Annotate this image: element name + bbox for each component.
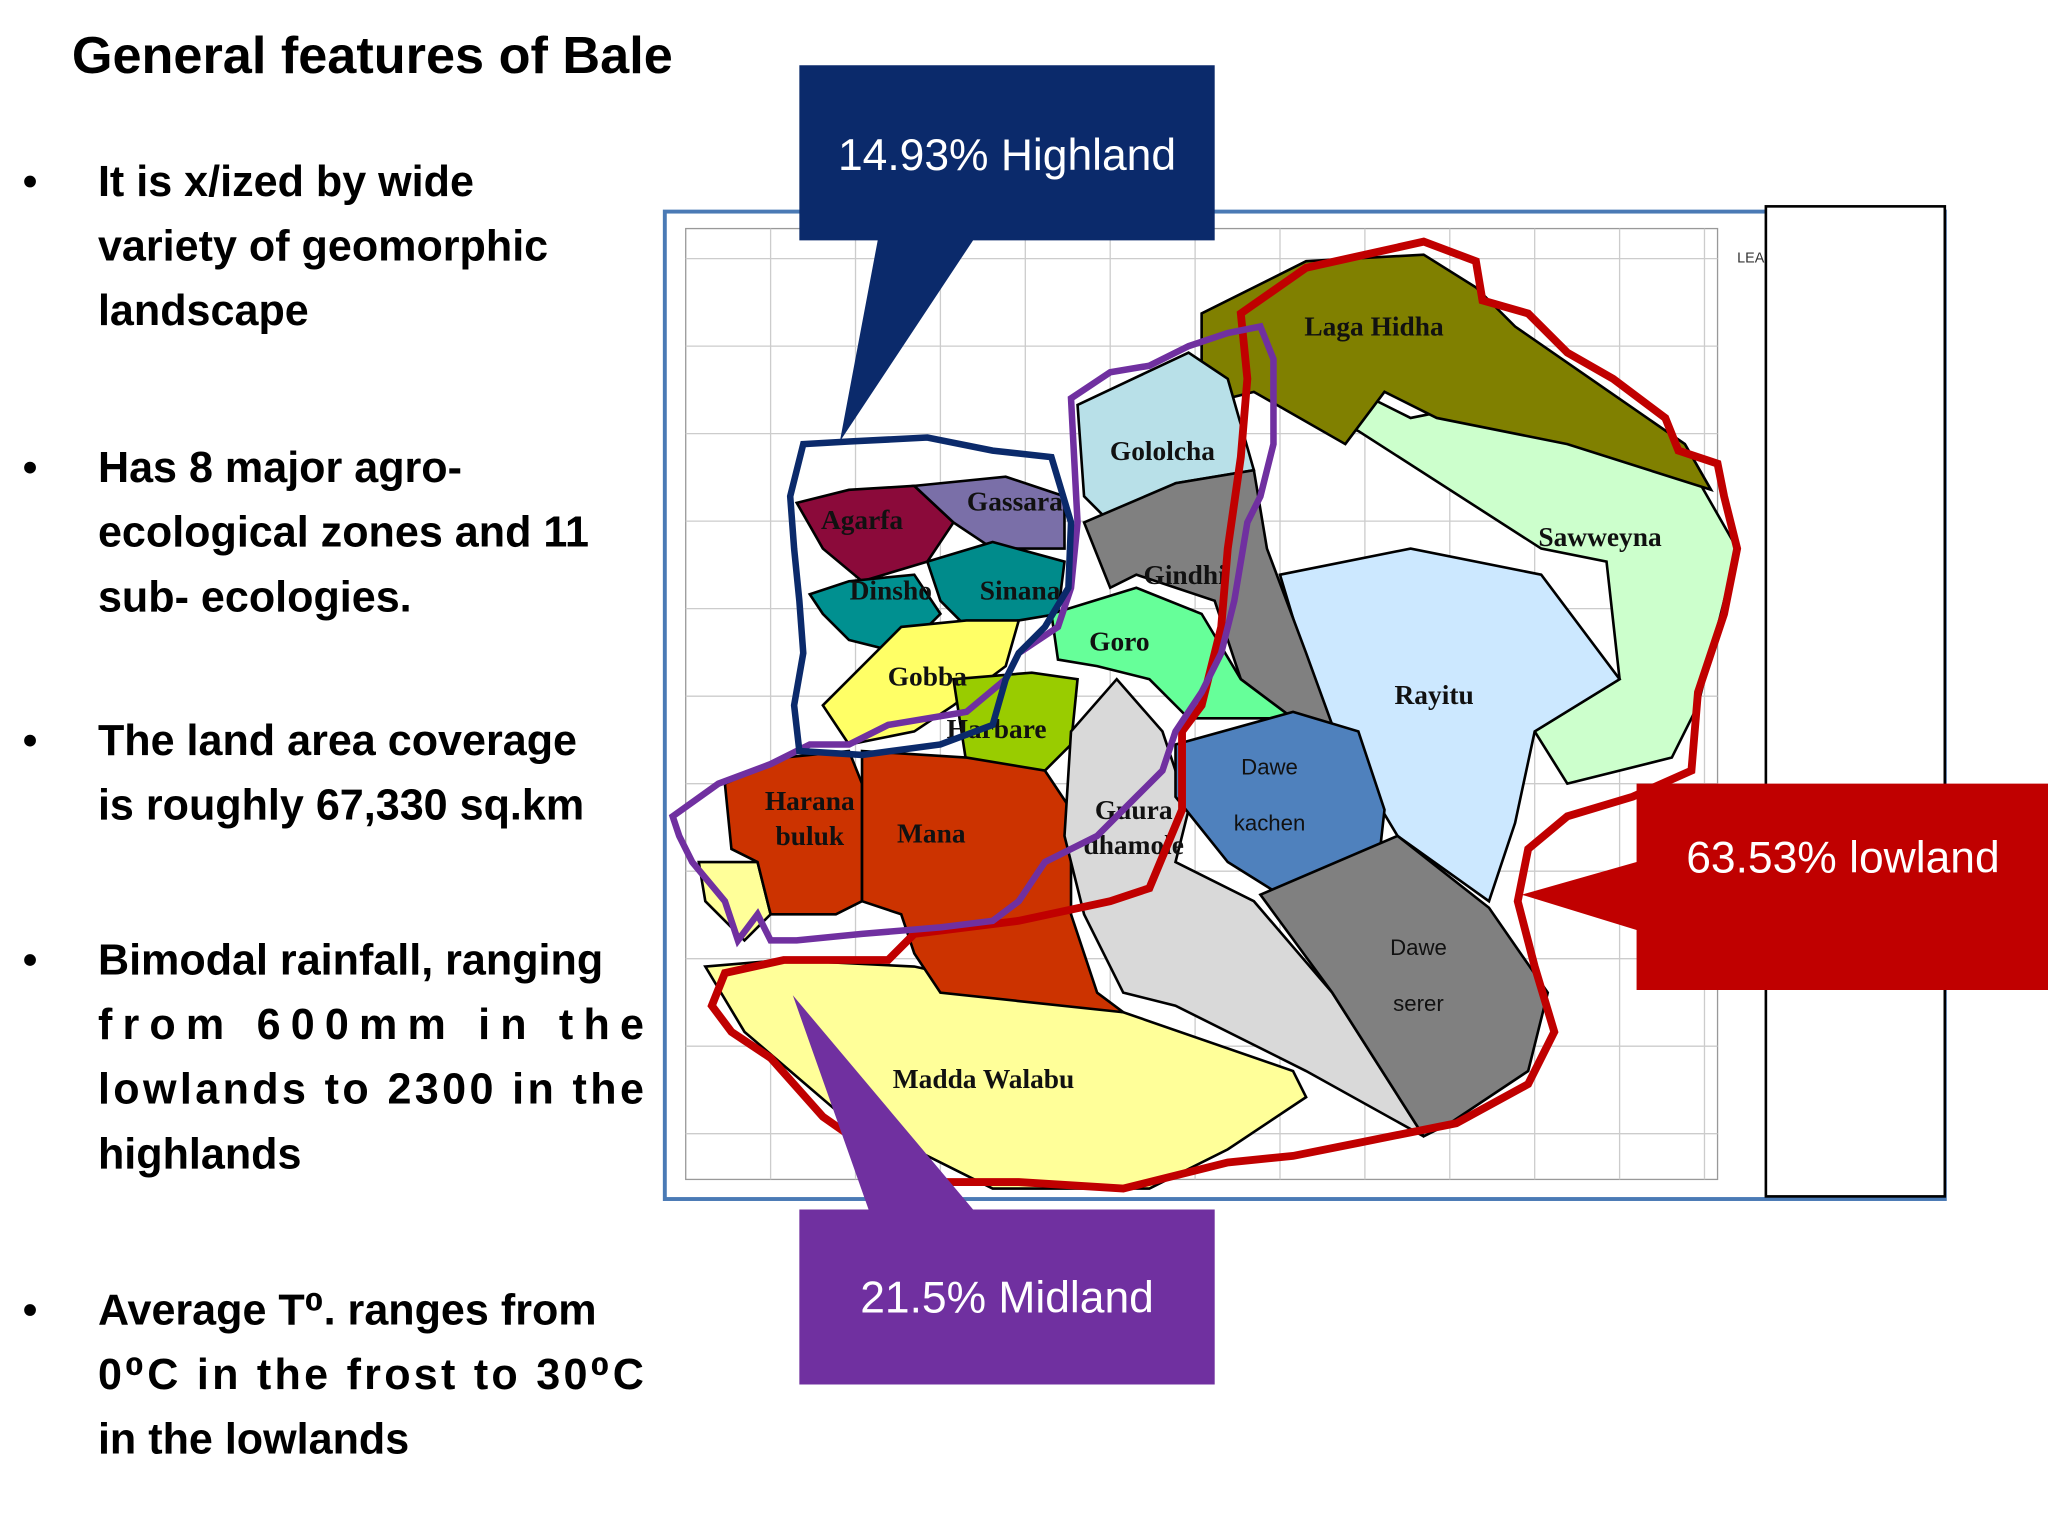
callout-text: 21.5% Midland bbox=[860, 1274, 1154, 1323]
bullet-line: sub- ecologies. bbox=[98, 573, 412, 621]
bullet-line: lowlands to 2300 in the bbox=[98, 1066, 644, 1114]
region-label: Gololcha bbox=[1110, 436, 1215, 466]
region-label: kachen bbox=[1234, 811, 1306, 836]
midland-boundary bbox=[668, 322, 1277, 948]
callout-shape bbox=[799, 65, 1215, 442]
bullet-dot bbox=[24, 1304, 36, 1316]
regions: Madda Walabu Sawweyna Rayitu Laga Hidha Golo… bbox=[697, 253, 1739, 1190]
region-shape bbox=[1258, 834, 1550, 1139]
midland-callout: 21.5% Midland bbox=[792, 995, 1215, 1385]
highland-boundary bbox=[786, 434, 1075, 759]
region-label: serer bbox=[1393, 991, 1444, 1016]
region-label: Mana bbox=[897, 818, 966, 848]
region-shape bbox=[794, 484, 956, 583]
bullet-line: is roughly 67,330 sq.km bbox=[98, 782, 584, 830]
region-shape bbox=[821, 619, 1021, 746]
bullet-line: It is x/ized by wide bbox=[98, 158, 474, 206]
region-label: buluk bbox=[775, 821, 844, 851]
region-label: Dawe bbox=[1390, 935, 1447, 960]
region-label: Gindhi bbox=[1144, 560, 1227, 590]
bullet-list: It is x/ized by wide variety of geomorphi… bbox=[24, 158, 644, 1464]
bullet-line: from 600mm in the bbox=[98, 1001, 644, 1049]
bullet-line: Has 8 major agro- bbox=[98, 444, 462, 492]
bullet-dot bbox=[24, 734, 36, 747]
bullet-line: 0⁰C in the frost to 30⁰C bbox=[98, 1351, 644, 1399]
bullet-line: in the lowlands bbox=[98, 1416, 409, 1464]
region-label: Dawe bbox=[1241, 755, 1298, 780]
highland-callout: 14.93% Highland bbox=[799, 65, 1215, 442]
region-shape bbox=[911, 475, 1066, 550]
callout-shape bbox=[792, 995, 1215, 1385]
region-shape bbox=[925, 540, 1066, 629]
region-label: Sinana bbox=[980, 576, 1061, 606]
map: Madda Walabu Sawweyna Rayitu Laga Hidha Golo… bbox=[662, 205, 1947, 1201]
bullet-line: highlands bbox=[98, 1130, 301, 1178]
lowland-callout: 63.53% lowland bbox=[1521, 783, 2048, 991]
bullet-line: Bimodal rainfall, ranging bbox=[98, 936, 603, 984]
region-label: Gassara bbox=[967, 487, 1063, 517]
region-label: Laga Hidha bbox=[1304, 312, 1444, 342]
bullet-dot bbox=[24, 461, 36, 474]
title: General features of Bale bbox=[72, 27, 673, 85]
lowland-boundary bbox=[707, 237, 1742, 1193]
callout-text: 63.53% lowland bbox=[1686, 833, 1999, 882]
region-label: Goro bbox=[1089, 626, 1149, 656]
region-label: Dinsho bbox=[850, 576, 932, 606]
region-label: Agarfa bbox=[821, 505, 903, 535]
bullet-line: The land area coverage bbox=[98, 717, 577, 765]
bullet-line: landscape bbox=[98, 287, 309, 335]
region-label: Harana bbox=[765, 786, 855, 816]
region-shape bbox=[860, 749, 1128, 1015]
region-shape bbox=[703, 958, 1308, 1190]
bullet-line: variety of geomorphic bbox=[98, 223, 548, 271]
bullet-dot bbox=[24, 954, 36, 966]
region-shape bbox=[1200, 253, 1714, 493]
bullet-dot bbox=[24, 175, 36, 188]
callout-shape bbox=[1521, 783, 2048, 991]
region-label: Gobba bbox=[888, 662, 968, 692]
legend-title: LEA bbox=[1737, 251, 1765, 267]
region-shape bbox=[1049, 586, 1297, 720]
region-label: Madda Walabu bbox=[893, 1064, 1075, 1094]
region-label: Rayitu bbox=[1395, 680, 1474, 710]
bullet-line: Average T⁰. ranges from bbox=[98, 1286, 597, 1334]
bullet-line: ecological zones and 11 bbox=[98, 509, 589, 557]
legend-box bbox=[1764, 205, 1947, 1198]
region-label: Sawweyna bbox=[1538, 522, 1662, 552]
callout-text: 14.93% Highland bbox=[838, 131, 1176, 180]
